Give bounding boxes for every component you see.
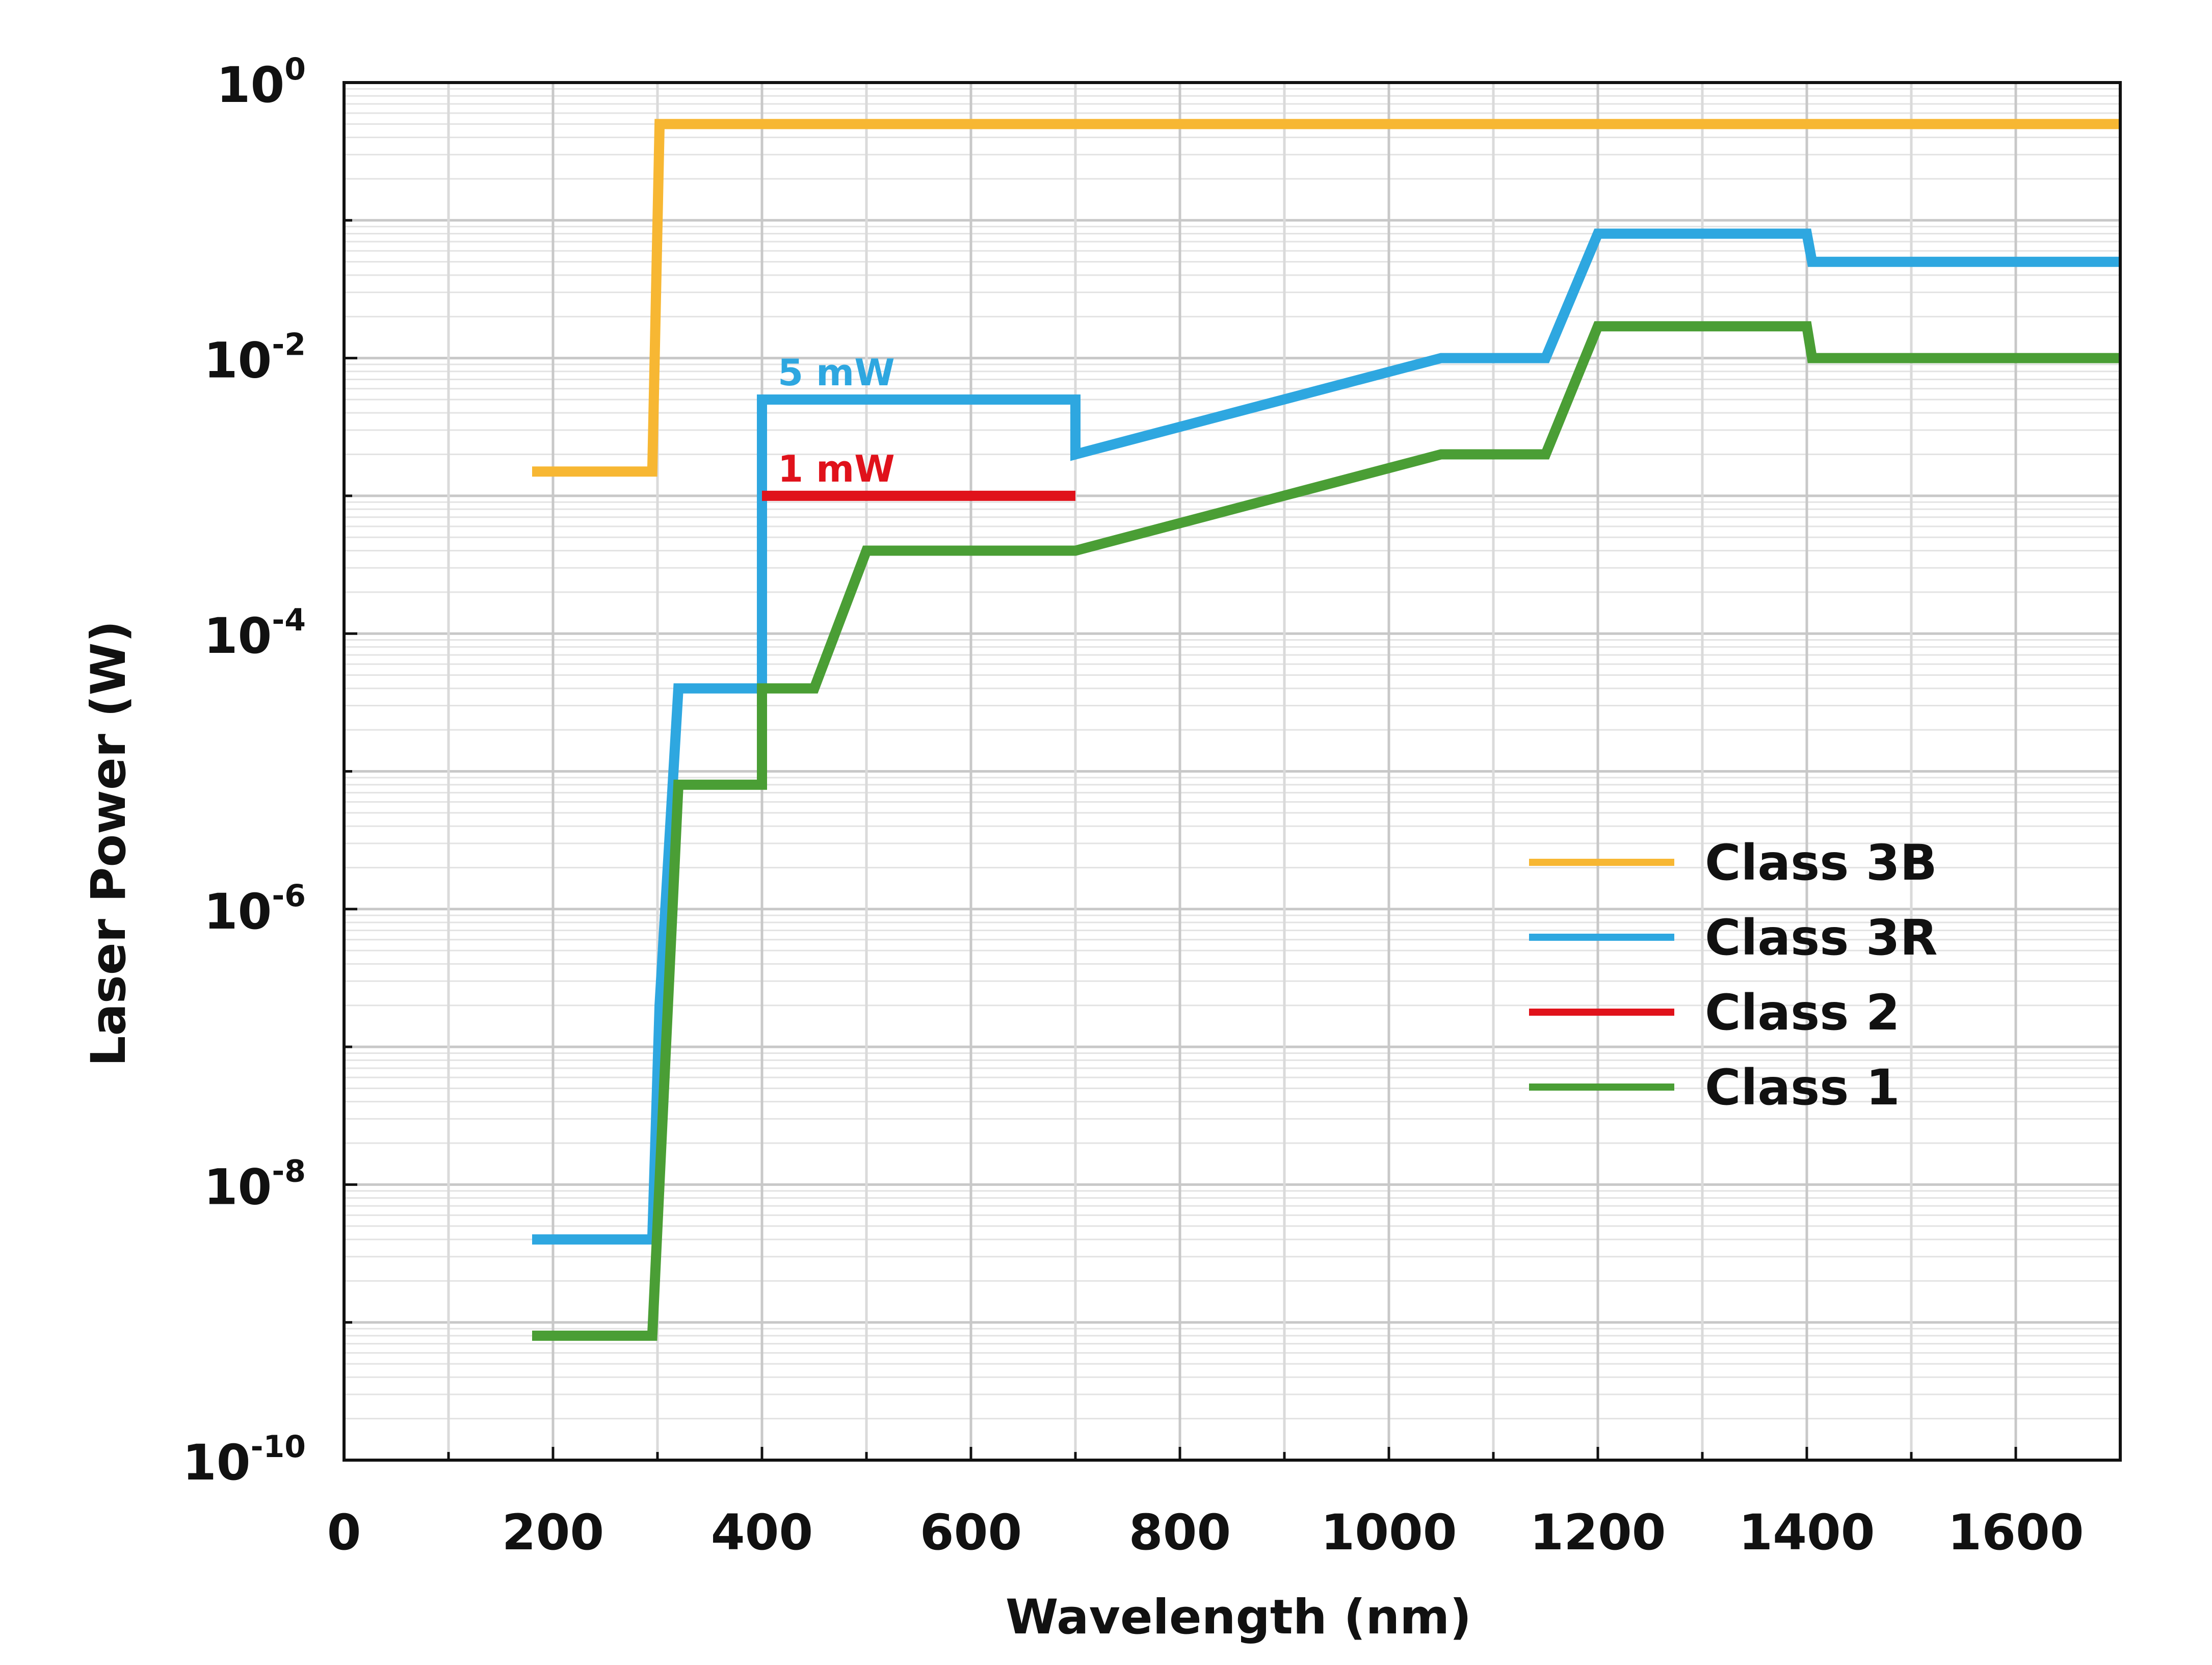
x-tick-label: 1000 — [1321, 1504, 1457, 1561]
y-tick-label: 10-4 — [204, 602, 306, 665]
y-tick-label: 10-10 — [182, 1429, 306, 1491]
y-tick-label: 100 — [217, 51, 306, 114]
annotation-label: 5 mW — [778, 351, 895, 394]
y-tick-label: 10-6 — [204, 878, 306, 940]
grid-lines — [344, 83, 2120, 1462]
annotation-label: 1 mW — [778, 447, 895, 490]
plot-frame — [343, 81, 2122, 1462]
series-line-class-3r — [532, 228, 2120, 1245]
x-tick-labels: 0 200 400 600 800 1000 1200 1400 1600 — [327, 1504, 2084, 1561]
x-tick-label: 400 — [711, 1504, 813, 1561]
x-tick-label: 1200 — [1530, 1504, 1666, 1561]
y-tick-label: 10-2 — [204, 327, 306, 389]
legend: Class 3B Class 3R Class 2 Class 1 — [1529, 834, 1938, 1116]
annotations: 5 mW 1 mW — [778, 351, 895, 490]
x-axis-title: Wavelength (nm) — [1006, 1590, 1471, 1645]
legend-label: Class 2 — [1705, 984, 1900, 1041]
x-tick-label: 600 — [920, 1504, 1022, 1561]
series-line-class-3b — [532, 119, 2120, 477]
y-tick-label: 10-8 — [204, 1153, 306, 1215]
x-tick-label: 1400 — [1739, 1504, 1875, 1561]
legend-label: Class 1 — [1705, 1059, 1900, 1116]
y-axis-title: Laser Power (W) — [81, 621, 137, 1067]
y-tick-labels: 100 10-2 10-4 10-6 10-8 10-10 — [182, 51, 306, 1491]
series-lines — [532, 119, 2120, 1341]
x-tick-label: 200 — [502, 1504, 604, 1561]
x-tick-label: 1600 — [1947, 1504, 2084, 1561]
legend-label: Class 3R — [1705, 909, 1938, 966]
legend-label: Class 3B — [1705, 834, 1937, 891]
x-tick-label: 800 — [1129, 1504, 1231, 1561]
series-line-class-1 — [532, 321, 2120, 1341]
x-tick-label: 0 — [327, 1504, 361, 1561]
